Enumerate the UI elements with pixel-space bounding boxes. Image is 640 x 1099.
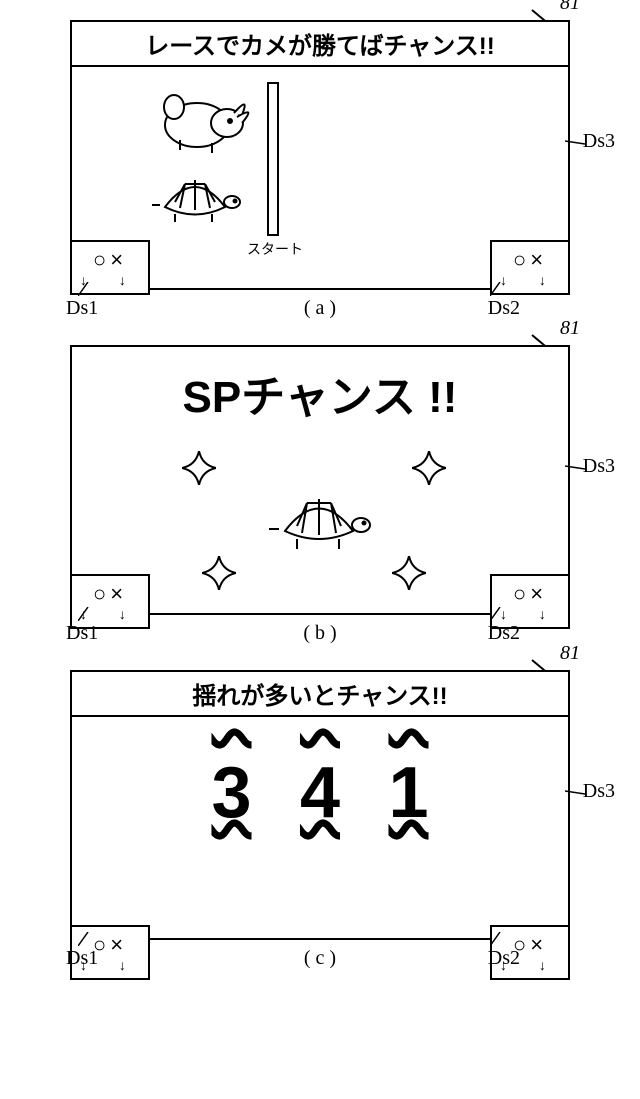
panel-b-content: SPチャンス !! — [72, 361, 568, 627]
sparkle-icon — [202, 556, 236, 590]
panel-c-wrap: 81 揺れが多いとチャンス!! 3 4 1 ○× ↓ ↓ ○× ↓ ↓ Ds1 … — [70, 670, 570, 940]
lead-line-icon — [565, 136, 585, 146]
lead-line-icon — [490, 932, 510, 946]
ref-81-b: 81 — [560, 317, 580, 340]
panel-b: SPチャンス !! — [70, 345, 570, 615]
lead-line-icon — [565, 786, 585, 796]
lead-line-icon — [490, 282, 510, 296]
num-3: 1 — [388, 752, 428, 834]
numbers-row: 3 4 1 — [72, 752, 568, 834]
ds3-label-c: Ds3 — [583, 780, 615, 803]
num-1: 3 — [211, 752, 251, 834]
rabbit-icon — [142, 85, 252, 160]
ox-text: ○× — [513, 249, 547, 271]
start-line — [267, 82, 279, 236]
lead-line-icon — [565, 461, 585, 471]
sparkle-icon — [182, 451, 216, 485]
panel-a-sub: ( a ) — [70, 297, 570, 320]
panel-a-title: レースでカメが勝てばチャンス!! — [72, 22, 568, 67]
ds3-label-b: Ds3 — [583, 455, 615, 478]
ox-text: ○× — [93, 249, 127, 271]
lead-line-icon — [78, 932, 98, 946]
num-2: 4 — [300, 752, 340, 834]
panel-c: 揺れが多いとチャンス!! 3 4 1 ○× ↓ ↓ ○× ↓ ↓ — [70, 670, 570, 940]
panel-b-wrap: 81 SPチャンス !! — [70, 345, 570, 615]
panel-a: レースでカメが勝てばチャンス!! — [70, 20, 570, 290]
panel-a-content: スタート ○× ↓ ↓ ○× ↓ ↓ — [72, 67, 568, 293]
ox-text: ○× — [513, 583, 547, 605]
lead-line-icon — [78, 607, 98, 621]
ox-text: ○× — [93, 583, 127, 605]
turtle-icon — [267, 491, 377, 556]
ds3-label-a: Ds3 — [583, 130, 615, 153]
start-label: スタート — [247, 239, 303, 259]
sp-chance-text: SPチャンス !! — [72, 361, 568, 425]
sparkle-icon — [412, 451, 446, 485]
panel-a-wrap: 81 レースでカメが勝てばチャンス!! — [70, 20, 570, 290]
sparkle-icon — [392, 556, 426, 590]
ref-81-a: 81 — [560, 0, 580, 15]
panel-b-sub: ( b ) — [70, 622, 570, 645]
lead-line-icon — [78, 282, 98, 296]
panel-c-sub: ( c ) — [70, 947, 570, 970]
lead-line-icon — [490, 607, 510, 621]
panel-c-title: 揺れが多いとチャンス!! — [72, 672, 568, 717]
ref-81-c: 81 — [560, 642, 580, 665]
turtle-icon — [150, 172, 245, 227]
